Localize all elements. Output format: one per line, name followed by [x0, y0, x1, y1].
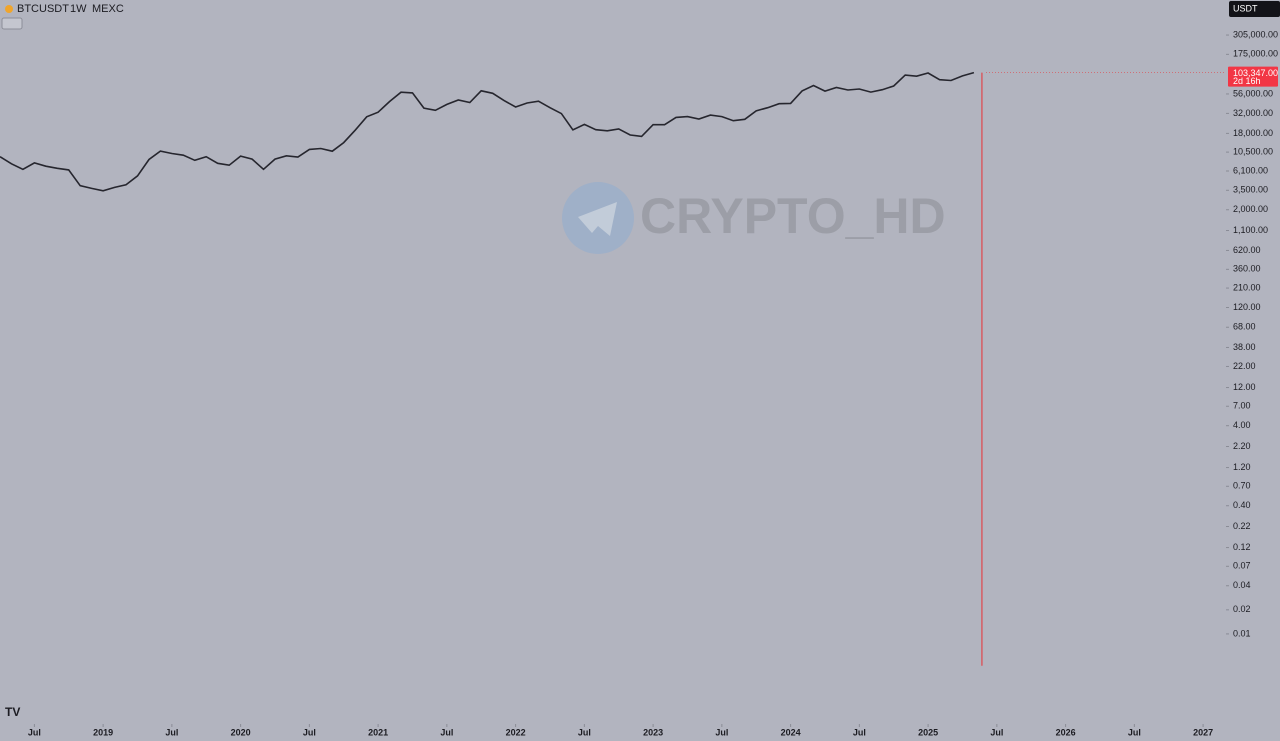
- y-tick-label: 0.70: [1233, 481, 1251, 491]
- y-tick-label: 0.04: [1233, 580, 1251, 590]
- y-tick-label: 38.00: [1233, 342, 1256, 352]
- x-tick-label: 2023: [643, 727, 663, 737]
- x-tick-label: Jul: [28, 727, 41, 737]
- x-tick-label: Jul: [853, 727, 866, 737]
- y-tick-label: 68.00: [1233, 322, 1256, 332]
- y-tick-label: 22.00: [1233, 361, 1256, 371]
- x-tick-label: Jul: [303, 727, 316, 737]
- symbol: BTCUSDT: [17, 3, 69, 15]
- y-tick-label: 10,500.00: [1233, 146, 1273, 156]
- x-tick-label: 2020: [231, 727, 251, 737]
- y-tick-label: 1.20: [1233, 462, 1251, 472]
- y-tick-label: 6,100.00: [1233, 165, 1268, 175]
- y-tick-label: 56,000.00: [1233, 88, 1273, 98]
- y-tick-label: 620.00: [1233, 245, 1261, 255]
- last-price-label: 103,347.00: [1233, 68, 1278, 78]
- y-tick-label: 0.07: [1233, 561, 1251, 571]
- y-tick-label: 0.01: [1233, 628, 1251, 638]
- watermark-plane: [578, 202, 617, 236]
- countdown: 2d 16h: [1233, 76, 1261, 86]
- y-tick-label: 2,000.00: [1233, 204, 1268, 214]
- y-tick-label: 0.12: [1233, 542, 1251, 552]
- x-tick-label: Jul: [715, 727, 728, 737]
- y-tick-label: 2.20: [1233, 441, 1251, 451]
- interval[interactable]: 1W: [70, 3, 87, 15]
- x-tick-label: 2021: [368, 727, 388, 737]
- y-tick-label: 1,100.00: [1233, 225, 1268, 235]
- y-tick-label: 0.40: [1233, 500, 1251, 510]
- x-tick-label: 2025: [918, 727, 938, 737]
- y-tick-label: 12.00: [1233, 382, 1256, 392]
- collapse-button[interactable]: [1, 17, 23, 30]
- y-tick-label: 32,000.00: [1233, 108, 1273, 118]
- x-tick-label: Jul: [990, 727, 1003, 737]
- currency-button[interactable]: [1229, 1, 1280, 17]
- x-tick-label: 2019: [93, 727, 113, 737]
- y-tick-label: 305,000.00: [1233, 29, 1278, 39]
- x-tick-label: 2024: [781, 727, 801, 737]
- y-tick-label: 7.00: [1233, 401, 1251, 411]
- y-tick-label: 0.22: [1233, 521, 1251, 531]
- y-tick-label: 18,000.00: [1233, 128, 1273, 138]
- x-tick-label: Jul: [578, 727, 591, 737]
- y-tick-label: 3,500.00: [1233, 185, 1268, 195]
- x-tick-label: 2027: [1193, 727, 1213, 737]
- x-tick-label: 2026: [1056, 727, 1076, 737]
- y-tick-label: 4.00: [1233, 420, 1251, 430]
- price-line: [0, 71, 975, 192]
- tv-logo: TV: [5, 705, 20, 719]
- y-tick-label: 175,000.00: [1233, 49, 1278, 59]
- y-tick-label: 210.00: [1233, 282, 1261, 292]
- y-tick-label: 0.02: [1233, 604, 1251, 614]
- exchange: MEXC: [92, 3, 124, 15]
- y-tick-label: 360.00: [1233, 264, 1261, 274]
- symbol-icon: [5, 5, 13, 13]
- watermark: CRYPTO_HD: [640, 188, 946, 244]
- x-tick-label: Jul: [165, 727, 178, 737]
- x-tick-label: Jul: [1128, 727, 1141, 737]
- currency[interactable]: USDT: [1233, 3, 1258, 13]
- x-tick-label: Jul: [440, 727, 453, 737]
- y-tick-label: 120.00: [1233, 302, 1261, 312]
- x-tick-label: 2022: [506, 727, 526, 737]
- last-price-tag: [1228, 66, 1278, 87]
